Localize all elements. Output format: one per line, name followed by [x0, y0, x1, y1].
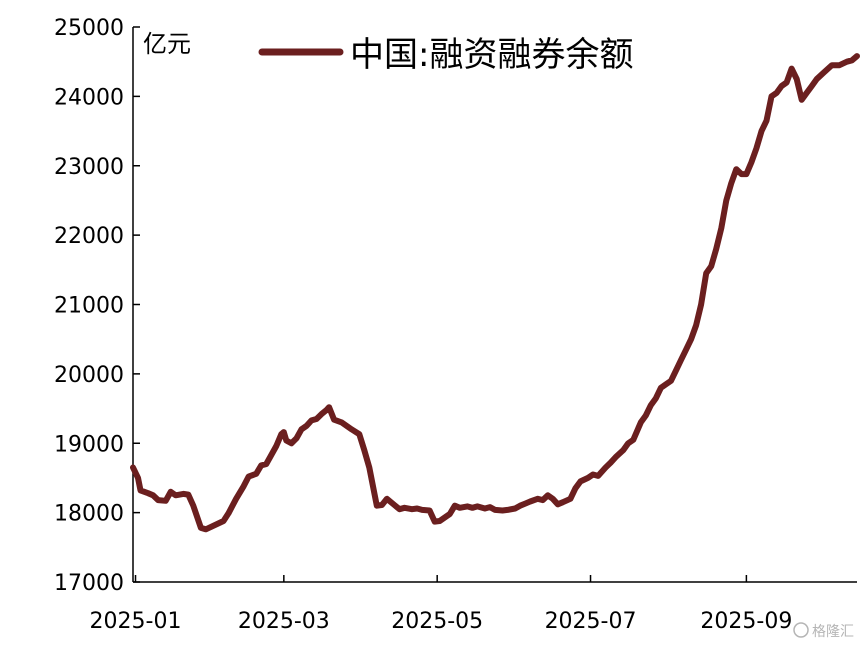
- x-tick-label: 2025-07: [545, 609, 637, 634]
- y-ticks: 17000 18000 19000 20000 21000 22000 23000 24000…: [54, 16, 140, 596]
- watermark: 格隆汇: [793, 622, 854, 640]
- x-tick-label: 2025-01: [90, 609, 182, 634]
- y-tick-label: 20000: [54, 363, 124, 388]
- x-axis: 2025-01 2025-03 2025-05 2025-07 2025-09: [90, 575, 857, 634]
- y-tick-label: 23000: [54, 155, 124, 180]
- x-tick-label: 2025-09: [700, 609, 792, 634]
- x-ticks: 2025-01 2025-03 2025-05 2025-07 2025-09: [90, 575, 792, 634]
- x-tick-label: 2025-03: [238, 609, 330, 634]
- y-tick-label: 17000: [54, 571, 124, 596]
- y-tick-label: 21000: [54, 294, 124, 319]
- legend-label: 中国:融资融券余额: [350, 35, 633, 75]
- y-tick-label: 18000: [54, 502, 124, 527]
- series-line-margin-balance: [130, 53, 860, 533]
- watermark-logo-icon: [793, 622, 809, 638]
- legend: 中国:融资融券余额: [258, 35, 633, 75]
- y-tick-label: 22000: [54, 224, 124, 249]
- y-axis: 17000 18000 19000 20000 21000 22000 23000 24000…: [54, 16, 140, 596]
- y-tick-label: 24000: [54, 85, 124, 110]
- watermark-text: 格隆汇: [812, 624, 854, 640]
- y-tick-label: 25000: [54, 16, 124, 41]
- x-tick-label: 2025-05: [391, 609, 483, 634]
- y-tick-label: 19000: [54, 432, 124, 457]
- unit-label: 亿元: [143, 30, 191, 58]
